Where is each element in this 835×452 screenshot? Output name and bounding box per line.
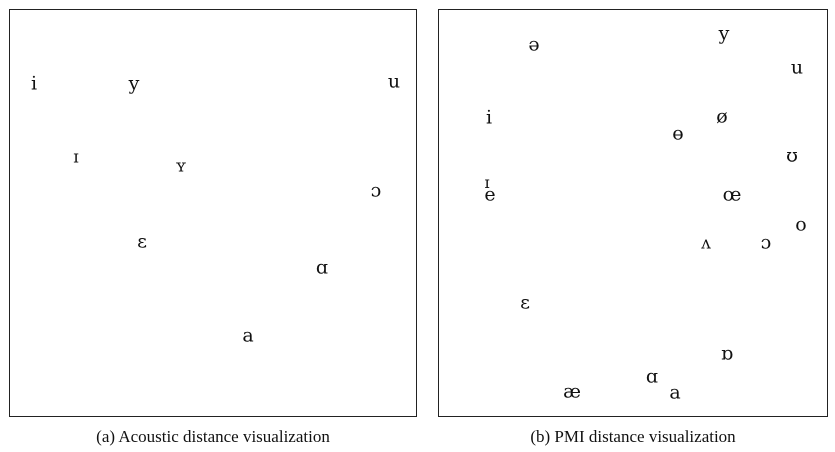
vowel-symbol: a — [242, 324, 254, 347]
vowel-symbol: ʌ — [701, 233, 711, 254]
vowel-symbol: ɑ — [645, 365, 659, 388]
caption-pmi: (b) PMI distance visualization — [530, 427, 736, 446]
vowel-symbol: a — [669, 381, 681, 404]
vowel-symbol: ʏ — [175, 156, 187, 177]
vowel-symbol: ɛ — [137, 230, 147, 253]
caption-acoustic: (a) Acoustic distance visualization — [96, 427, 330, 446]
vowel-symbol: e — [484, 183, 496, 206]
vowel-symbol: ø — [716, 105, 728, 128]
panel-pmi: ə y u i ø ɵ ʊ ɪ e œ o ʌ ɔ ɛ ɒ ɑ æ a — [438, 9, 828, 417]
vowel-symbol: i — [30, 72, 38, 95]
vowel-symbol: ɪ — [484, 173, 490, 192]
vowel-symbol: ə — [528, 33, 540, 56]
panel-acoustic: i y u ɪ ʏ ɔ ɛ ɑ a — [9, 9, 417, 417]
vowel-symbol: ɪ — [73, 147, 79, 168]
vowel-symbol: ʊ — [786, 144, 798, 167]
vowel-symbol: æ — [563, 380, 581, 403]
vowel-symbol: ɑ — [315, 256, 329, 279]
vowel-symbol: ɔ — [760, 231, 772, 254]
vowel-symbol: y — [128, 72, 140, 95]
vowel-symbol: o — [795, 213, 807, 236]
vowel-symbol: œ — [722, 183, 742, 206]
vowel-symbol: u — [790, 56, 804, 79]
vowel-symbol: y — [718, 22, 730, 45]
vowel-symbol: ɒ — [720, 342, 734, 365]
vowel-symbol: ɔ — [370, 179, 382, 202]
vowel-symbol: ɛ — [520, 291, 530, 314]
vowel-symbol: u — [387, 70, 401, 93]
vowel-symbol: ɵ — [672, 122, 684, 145]
vowel-symbol: i — [485, 106, 493, 129]
